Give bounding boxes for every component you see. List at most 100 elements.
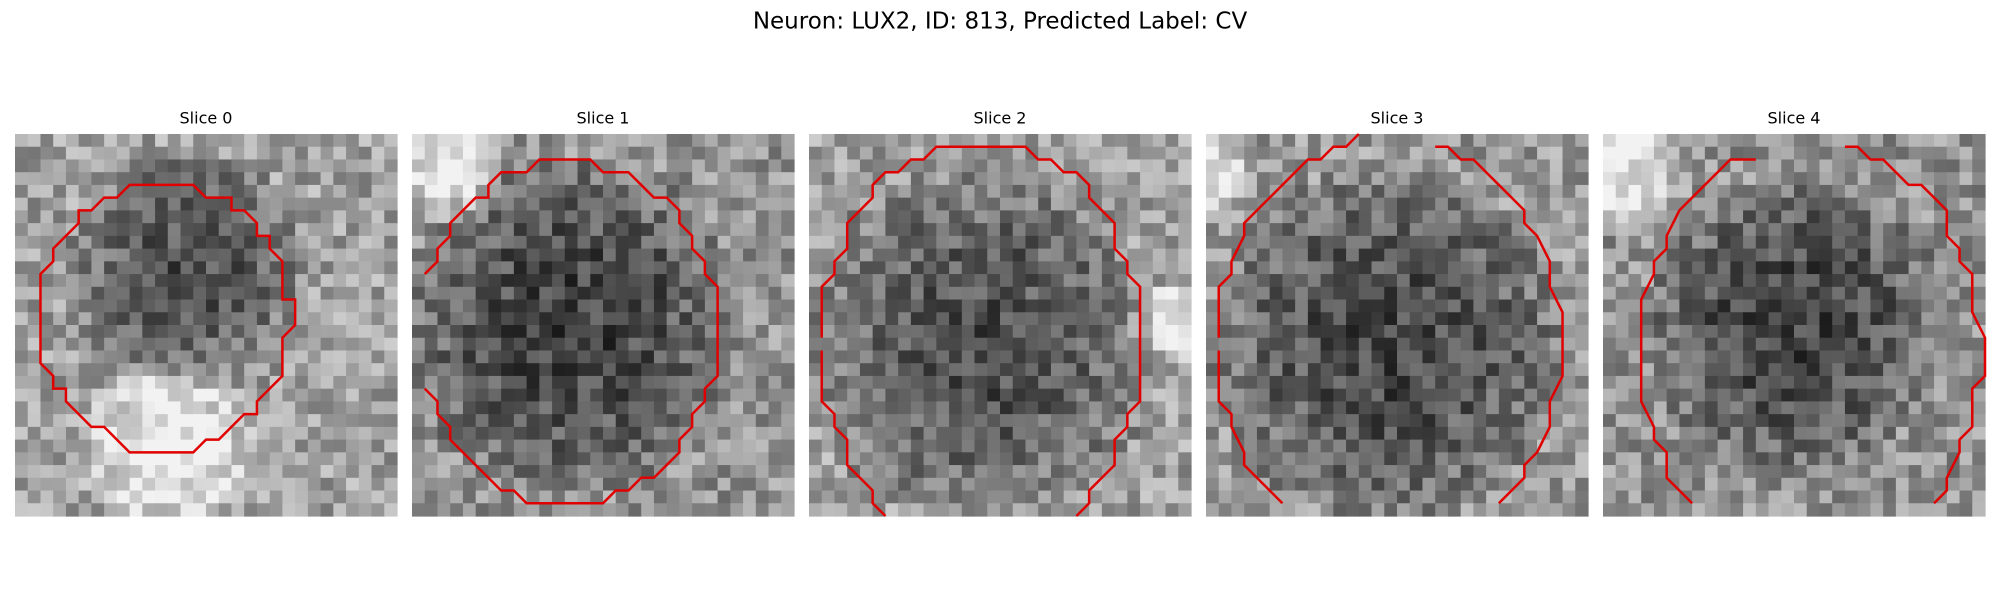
pixel bbox=[666, 223, 680, 237]
pixel bbox=[1717, 426, 1731, 441]
pixel bbox=[333, 414, 347, 428]
pixel bbox=[1140, 375, 1154, 390]
pixel bbox=[1000, 197, 1014, 211]
pixel bbox=[653, 439, 668, 453]
pixel bbox=[743, 363, 757, 377]
pixel bbox=[462, 337, 477, 352]
pixel bbox=[1282, 146, 1296, 161]
contour bbox=[39, 183, 297, 454]
pixel bbox=[1012, 261, 1027, 275]
pixel bbox=[1959, 388, 1973, 402]
pixel bbox=[755, 312, 770, 326]
pixel bbox=[488, 146, 502, 161]
pixel bbox=[40, 172, 54, 186]
pixel bbox=[1934, 388, 1948, 402]
pixel bbox=[1320, 286, 1334, 301]
pixel bbox=[1908, 146, 1922, 161]
pixel bbox=[974, 146, 988, 161]
pixel bbox=[1717, 375, 1731, 390]
pixel bbox=[155, 159, 169, 173]
pixel bbox=[206, 325, 220, 339]
pixel bbox=[692, 274, 706, 288]
pixel bbox=[781, 159, 795, 173]
pixel bbox=[730, 286, 744, 301]
pixel bbox=[1447, 172, 1462, 186]
pixel bbox=[371, 184, 385, 199]
pixel bbox=[821, 197, 836, 211]
pixel bbox=[129, 388, 143, 402]
pixel bbox=[1895, 274, 1910, 288]
pixel bbox=[1050, 337, 1065, 352]
pixel bbox=[1231, 261, 1245, 275]
pixel bbox=[809, 299, 823, 313]
pixel bbox=[1972, 350, 1986, 364]
pixel bbox=[65, 414, 80, 428]
pixel bbox=[501, 235, 515, 250]
pixel bbox=[1231, 350, 1245, 364]
pixel bbox=[809, 465, 823, 479]
pixel bbox=[91, 401, 105, 415]
pixel bbox=[730, 465, 744, 479]
pixel bbox=[974, 337, 988, 352]
pixel bbox=[834, 375, 848, 390]
pixel bbox=[859, 134, 874, 148]
pixel bbox=[641, 134, 655, 148]
pixel bbox=[1603, 439, 1617, 453]
pixel bbox=[27, 363, 42, 377]
pixel bbox=[743, 503, 757, 517]
pixel bbox=[1206, 210, 1220, 224]
pixel bbox=[1409, 350, 1424, 364]
pixel bbox=[1460, 299, 1474, 313]
pixel bbox=[1844, 477, 1859, 492]
pixel bbox=[961, 184, 976, 199]
pixel bbox=[1908, 414, 1922, 428]
pixel bbox=[1473, 248, 1487, 262]
pixel bbox=[1038, 299, 1052, 313]
pixel bbox=[320, 414, 334, 428]
pixel bbox=[1857, 337, 1871, 352]
pixel bbox=[1781, 134, 1795, 148]
pixel bbox=[104, 172, 118, 186]
pixel bbox=[371, 299, 385, 313]
pixel bbox=[475, 312, 489, 326]
pixel bbox=[1473, 235, 1487, 250]
pixel bbox=[1755, 439, 1770, 453]
pixel bbox=[923, 223, 937, 237]
pixel bbox=[1063, 490, 1077, 504]
pixel bbox=[231, 134, 245, 148]
pixel bbox=[910, 426, 925, 441]
pixel bbox=[859, 248, 874, 262]
pixel bbox=[1038, 146, 1052, 161]
pixel bbox=[501, 325, 515, 339]
pixel bbox=[1358, 286, 1373, 301]
pixel bbox=[1282, 477, 1296, 492]
pixel bbox=[1692, 197, 1706, 211]
pixel bbox=[450, 286, 464, 301]
pixel bbox=[462, 388, 477, 402]
pixel bbox=[910, 172, 925, 186]
pixel bbox=[1371, 159, 1385, 173]
pixel bbox=[936, 312, 950, 326]
pixel bbox=[717, 401, 731, 415]
pixel bbox=[872, 439, 886, 453]
pixel bbox=[526, 414, 540, 428]
pixel bbox=[821, 375, 836, 390]
pixel bbox=[615, 134, 630, 148]
pixel bbox=[1114, 159, 1128, 173]
pixel bbox=[898, 286, 912, 301]
pixel bbox=[488, 197, 502, 211]
pixel bbox=[1435, 172, 1449, 186]
pixel bbox=[666, 503, 680, 517]
pixel bbox=[256, 465, 271, 479]
pixel bbox=[730, 325, 744, 339]
pixel bbox=[974, 350, 988, 364]
pixel bbox=[1537, 261, 1551, 275]
pixel bbox=[1114, 172, 1128, 186]
pixel bbox=[859, 414, 874, 428]
pixel bbox=[1269, 159, 1283, 173]
pixel bbox=[615, 146, 630, 161]
pixel bbox=[167, 490, 182, 504]
pixel bbox=[1562, 184, 1576, 199]
pixel bbox=[1282, 414, 1296, 428]
pixel bbox=[1422, 337, 1436, 352]
